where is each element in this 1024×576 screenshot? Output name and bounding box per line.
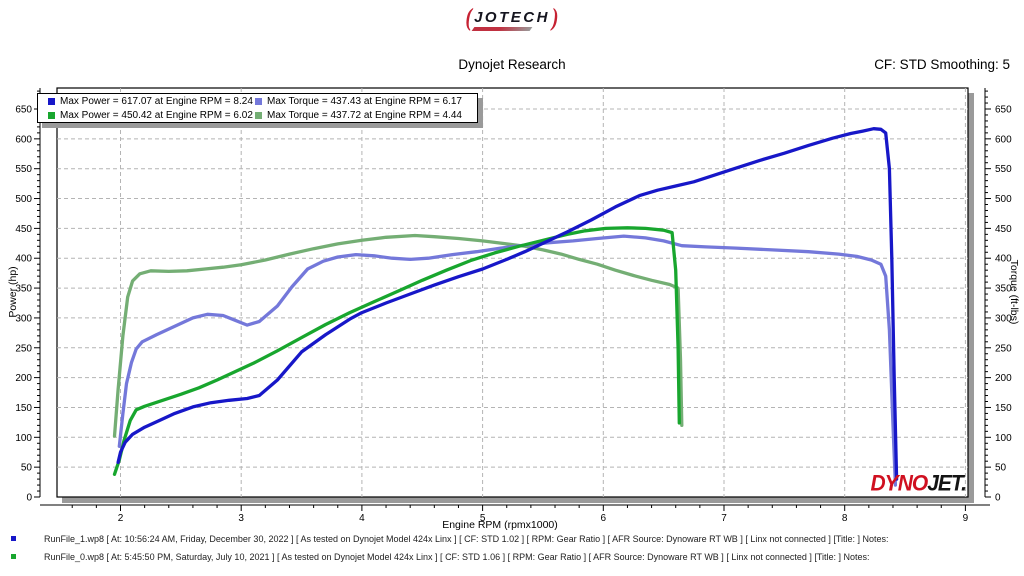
curve-runfile-0-torque-ft-lbs- (112, 233, 684, 438)
legend-item-max-power-run1: Max Power = 617.07 at Engine RPM = 8.24 (48, 96, 255, 107)
svg-text:300: 300 (995, 313, 1012, 324)
svg-text:9: 9 (963, 513, 969, 524)
curves (112, 127, 899, 487)
axes (34, 88, 991, 511)
title-row: Dynojet Research CF: STD Smoothing: 5 (0, 57, 1024, 73)
right-axis-title: Torque (ft-lbs) (1008, 260, 1020, 325)
svg-text:2: 2 (118, 513, 124, 524)
run0-details: RunFile_0.wp8 [ At: 5:45:50 PM, Saturday… (44, 552, 870, 562)
legend-swatch-blue (48, 97, 55, 105)
svg-text:350: 350 (995, 284, 1012, 295)
svg-text:0: 0 (26, 493, 32, 504)
svg-text:500: 500 (995, 194, 1012, 205)
x-axis-title: Engine RPM (rpmx1000) (442, 519, 558, 531)
run-info-footer: RunFile_1.wp8 [ At: 10:56:24 AM, Friday,… (0, 531, 1024, 567)
legend-swatch-periwinkle (255, 97, 262, 105)
svg-text:0: 0 (995, 493, 1001, 504)
svg-text:50: 50 (21, 463, 33, 474)
legend-item-max-torque-run1: Max Torque = 437.43 at Engine RPM = 6.17 (255, 96, 477, 107)
page-title: Dynojet Research (458, 57, 566, 72)
svg-text:600: 600 (15, 134, 32, 145)
svg-text:400: 400 (995, 254, 1012, 265)
svg-text:4: 4 (359, 513, 365, 524)
svg-text:250: 250 (15, 343, 32, 354)
svg-text:6: 6 (601, 513, 607, 524)
chart-legend: Max Power = 617.07 at Engine RPM = 8.24 … (37, 93, 478, 123)
svg-text:650: 650 (15, 105, 32, 116)
svg-text:400: 400 (15, 254, 32, 265)
svg-text:100: 100 (995, 433, 1012, 444)
cf-smoothing-label: CF: STD Smoothing: 5 (874, 57, 1010, 72)
svg-text:3: 3 (238, 513, 244, 524)
legend-label: Max Torque = 437.43 at Engine RPM = 6.17 (267, 95, 462, 107)
legend-item-max-torque-run0: Max Torque = 437.72 at Engine RPM = 4.44 (255, 110, 477, 121)
svg-text:100: 100 (15, 433, 32, 444)
left-axis-title: Power (hp) (7, 266, 19, 317)
legend-swatch-green (48, 111, 55, 119)
curve-runfile-1-power-hp- (116, 127, 899, 481)
svg-text:250: 250 (995, 343, 1012, 354)
svg-text:650: 650 (995, 105, 1012, 116)
jotech-left-swoosh-icon: ( (465, 4, 473, 32)
svg-text:200: 200 (995, 373, 1012, 384)
legend-label: Max Power = 617.07 at Engine RPM = 8.24 (60, 95, 253, 107)
svg-text:50: 50 (995, 463, 1007, 474)
svg-text:450: 450 (15, 224, 32, 235)
gridlines (57, 88, 968, 497)
legend-item-max-power-run0: Max Power = 450.42 at Engine RPM = 6.02 (48, 110, 255, 121)
dynojet-red-text: DYNO (870, 471, 929, 496)
svg-text:7: 7 (721, 513, 727, 524)
run0-bullet-icon (11, 554, 16, 559)
svg-text:500: 500 (15, 194, 32, 205)
svg-text:150: 150 (15, 403, 32, 414)
plot-frame (56, 87, 969, 498)
svg-text:5: 5 (480, 513, 486, 524)
svg-text:450: 450 (995, 224, 1012, 235)
run-info-line-2: RunFile_0.wp8 [ At: 5:45:50 PM, Saturday… (0, 549, 1024, 567)
legend-label: Max Power = 450.42 at Engine RPM = 6.02 (60, 109, 253, 121)
run-info-line-1: RunFile_1.wp8 [ At: 10:56:24 AM, Friday,… (0, 531, 1024, 549)
run1-details: RunFile_1.wp8 [ At: 10:56:24 AM, Friday,… (44, 534, 889, 544)
dynojet-watermark: DYNOJET. (858, 471, 967, 496)
jotech-brand-text: JOTECH (474, 9, 550, 26)
svg-text:350: 350 (15, 284, 32, 295)
run1-bullet-icon (11, 536, 16, 541)
svg-text:550: 550 (995, 164, 1012, 175)
dynojet-black-text: JET. (927, 471, 967, 496)
svg-text:600: 600 (995, 134, 1012, 145)
svg-text:550: 550 (15, 164, 32, 175)
svg-text:200: 200 (15, 373, 32, 384)
svg-text:8: 8 (842, 513, 848, 524)
axis-tick-labels: 0 0 50 50 100 100 150 150 200 200 250 250 300 300 350 3… (15, 105, 1012, 525)
curve-runfile-1-torque-ft-lbs- (117, 234, 898, 487)
jotech-logo: ( JOTECH ) (0, 4, 1024, 32)
legend-label: Max Torque = 437.72 at Engine RPM = 4.44 (267, 109, 462, 121)
jotech-right-swoosh-icon: ) (551, 4, 559, 32)
svg-text:150: 150 (995, 403, 1012, 414)
legend-swatch-sage (255, 111, 262, 119)
svg-text:300: 300 (15, 313, 32, 324)
curve-runfile-0-power-hp- (112, 226, 681, 476)
